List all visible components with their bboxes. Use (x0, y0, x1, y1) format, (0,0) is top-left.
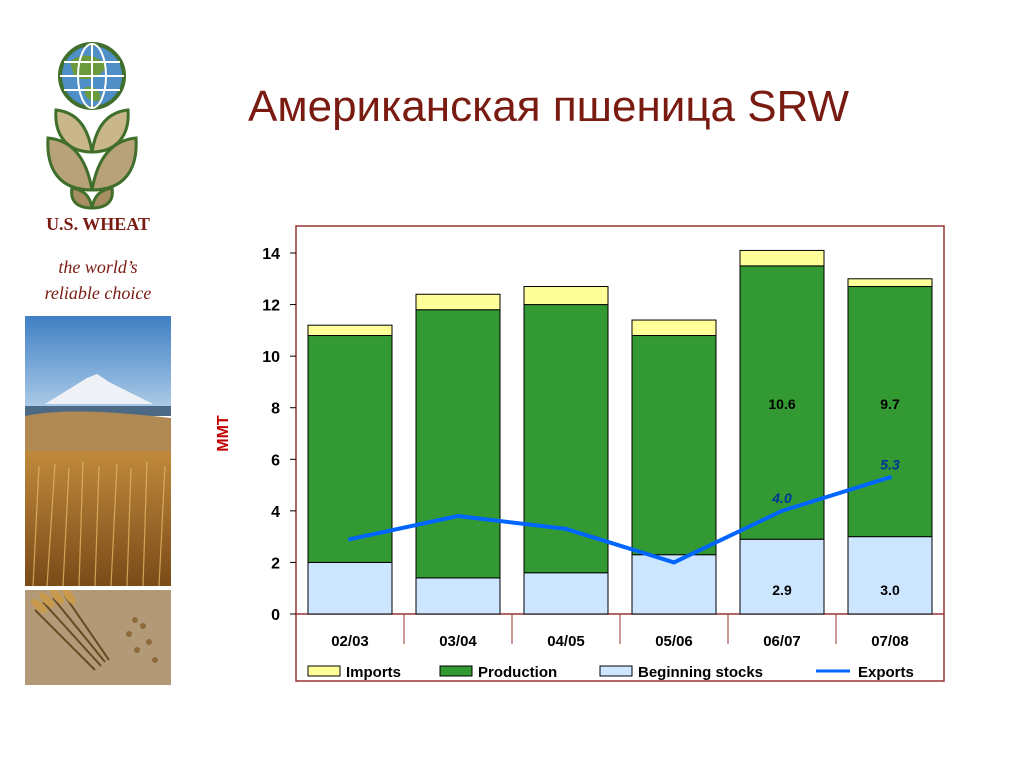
bar-imports (307, 324, 393, 337)
legend-swatch-beginning-stocks (599, 665, 633, 677)
bar-imports (415, 293, 501, 311)
y-tick-label: 14 (262, 246, 280, 263)
tagline-line-2: reliable choice (44, 283, 152, 303)
chart-frame (295, 225, 945, 682)
bar-production (415, 309, 501, 579)
slide-title: Американская пшеница SRW (248, 82, 850, 131)
legend-label-exports: Exports (858, 664, 914, 681)
line-exports (349, 475, 891, 565)
legend-swatch-production (439, 665, 473, 677)
bar-imports (631, 319, 717, 337)
y-tick-label: 12 (262, 298, 280, 315)
bar-beginning-stocks (631, 554, 717, 615)
legend-swatch-imports (307, 665, 341, 677)
data-label-exports: 5.3 (880, 456, 900, 472)
chart-container: 0 2 4 6 8 10 12 14 MMT 02/03 03/04 04/05 05/06 06/07 0… (196, 216, 956, 696)
x-tick-label: 07/08 (871, 633, 909, 650)
point-exports (456, 514, 460, 519)
bar-imports (739, 249, 825, 267)
bar-beginning-stocks (523, 572, 609, 615)
bar-imports (847, 278, 933, 288)
x-tick-label: 06/07 (763, 633, 801, 650)
tagline: the world’s reliable choice (18, 254, 178, 306)
bar-beginning-stocks (739, 538, 825, 615)
bar-imports (523, 286, 609, 306)
y-tick-label: 2 (271, 555, 280, 572)
x-tick-label: 03/04 (439, 633, 477, 650)
y-tick-label: 6 (271, 452, 280, 469)
brand-name: U.S. WHEAT (18, 214, 178, 235)
data-label-production: 9.7 (880, 396, 900, 412)
bar-production (847, 286, 933, 538)
x-tick-label: 02/03 (331, 633, 369, 650)
mountain-wheat-field-photo (25, 316, 171, 586)
bar-beginning-stocks (307, 561, 393, 615)
srw-wheat-chart: 0 2 4 6 8 10 12 14 MMT 02/03 03/04 04/05 05/06 06/07 0… (215, 225, 945, 682)
x-tick-label: 04/05 (547, 633, 585, 650)
data-label-exports: 4.0 (771, 490, 792, 506)
bar-beginning-stocks (415, 577, 501, 615)
bar-production (523, 304, 609, 574)
tagline-line-1: the world’s (58, 257, 138, 277)
bar-production (739, 265, 825, 540)
point-exports (348, 537, 352, 542)
wheat-sheaf-photo (25, 590, 171, 685)
legend-label-production: Production (478, 664, 557, 681)
y-tick-label: 10 (262, 349, 280, 366)
data-label-beginning-stocks: 3.0 (880, 582, 900, 598)
point-exports (564, 526, 568, 531)
legend-label-imports: Imports (346, 664, 401, 681)
brand-name-text: U.S. WHEAT (46, 214, 150, 234)
us-wheat-logo (40, 40, 144, 210)
y-tick-label: 0 (271, 607, 280, 624)
point-exports (888, 475, 892, 480)
y-tick-label: 4 (271, 504, 280, 521)
bar-production (307, 335, 393, 563)
y-tick-label: 8 (271, 401, 280, 418)
globe-wheat-logo-icon (46, 42, 138, 210)
point-exports (780, 508, 784, 513)
data-label-beginning-stocks: 2.9 (772, 582, 792, 598)
data-label-production: 10.6 (768, 396, 795, 412)
x-tick-label: 05/06 (655, 633, 693, 650)
bar-beginning-stocks (847, 536, 933, 615)
y-axis-label: MMT (215, 415, 232, 452)
point-exports (672, 560, 676, 565)
bar-production (631, 335, 717, 556)
legend-label-beginning-stocks: Beginning stocks (638, 664, 763, 681)
